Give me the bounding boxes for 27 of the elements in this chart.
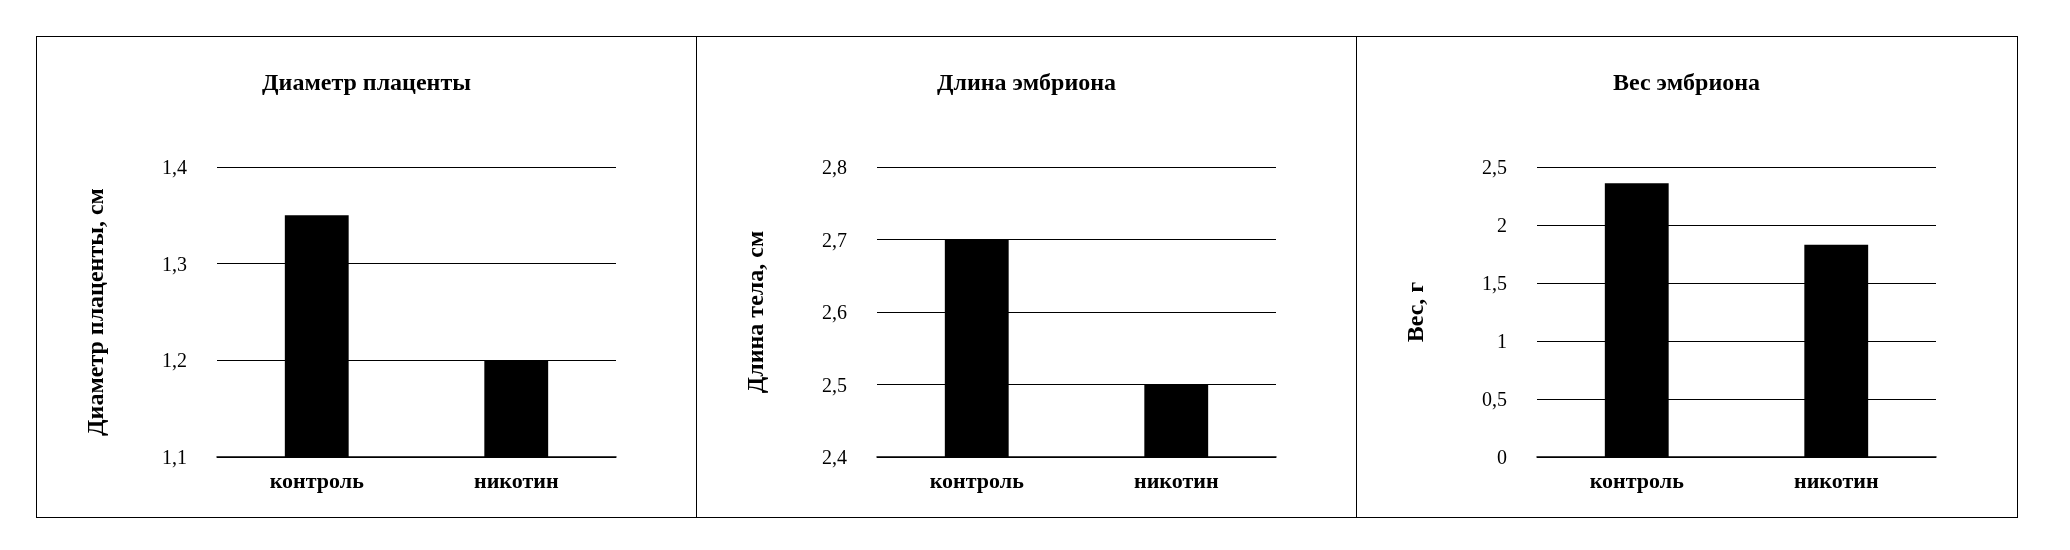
y-tick-label: 1,2 bbox=[162, 349, 187, 372]
y-tick-label: 2 bbox=[1497, 214, 1507, 236]
y-tick-label: 2,8 bbox=[822, 156, 847, 178]
y-tick-label: 2,7 bbox=[822, 228, 847, 251]
y-tick-label: 2,6 bbox=[822, 301, 847, 323]
x-tick-label: контроль bbox=[929, 467, 1025, 493]
y-axis-title: Диаметр плаценты, см bbox=[82, 188, 108, 436]
y-tick-label: 1,3 bbox=[162, 252, 187, 275]
y-tick-label: 0 bbox=[1497, 446, 1507, 468]
y-tick-label: 1,5 bbox=[1482, 272, 1507, 294]
chart-title: Длина эмбриона bbox=[936, 69, 1117, 95]
x-tick-label: никотин bbox=[473, 467, 559, 493]
x-tick-label: контроль bbox=[269, 467, 365, 493]
y-tick-label: 2,4 bbox=[822, 446, 847, 468]
y-tick-label: 2,5 bbox=[1482, 156, 1507, 178]
y-tick-label: 1,4 bbox=[162, 156, 187, 178]
chart-title: Диаметр плаценты bbox=[262, 69, 472, 95]
x-tick-label: контроль bbox=[1589, 467, 1685, 493]
y-tick-label: 0,5 bbox=[1482, 388, 1507, 410]
y-axis-title: Вес, г bbox=[1402, 281, 1428, 343]
chart-title: Вес эмбриона bbox=[1612, 69, 1761, 95]
y-tick-label: 2,5 bbox=[822, 373, 847, 396]
y-tick-label: 1 bbox=[1497, 330, 1507, 352]
x-tick-label: никотин bbox=[1793, 467, 1879, 493]
x-tick-label: никотин bbox=[1133, 467, 1219, 493]
y-tick-label: 1,1 bbox=[162, 446, 187, 468]
y-axis-title: Длина тела, см bbox=[742, 230, 768, 394]
